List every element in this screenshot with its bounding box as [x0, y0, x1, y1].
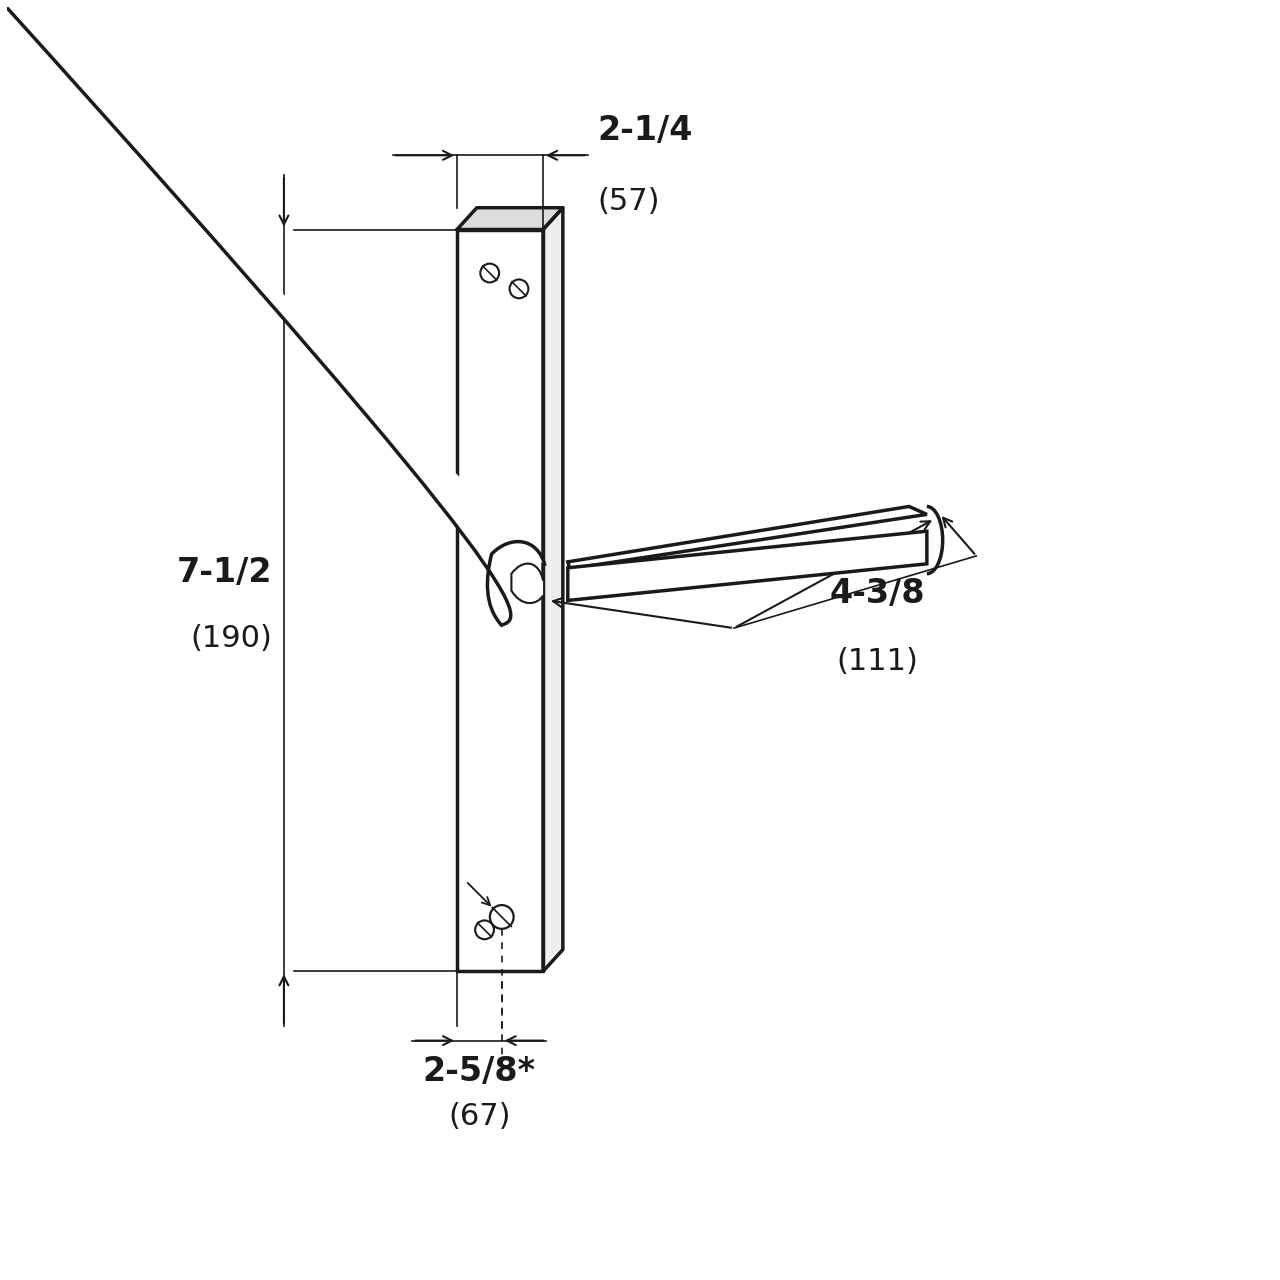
Polygon shape — [568, 507, 927, 568]
PathPatch shape — [512, 563, 543, 603]
Text: 4-3/8: 4-3/8 — [829, 577, 925, 611]
Text: (67): (67) — [448, 1102, 511, 1132]
Text: (111): (111) — [836, 646, 918, 676]
Text: 2-1/4: 2-1/4 — [598, 114, 692, 147]
Polygon shape — [568, 531, 927, 600]
Text: 7-1/2: 7-1/2 — [177, 557, 273, 589]
Text: (57): (57) — [598, 187, 660, 216]
Polygon shape — [457, 207, 563, 229]
Text: (190): (190) — [191, 623, 273, 653]
Polygon shape — [543, 207, 563, 972]
PathPatch shape — [0, 541, 545, 1280]
Polygon shape — [457, 229, 543, 972]
Text: 2-5/8*: 2-5/8* — [422, 1056, 536, 1088]
